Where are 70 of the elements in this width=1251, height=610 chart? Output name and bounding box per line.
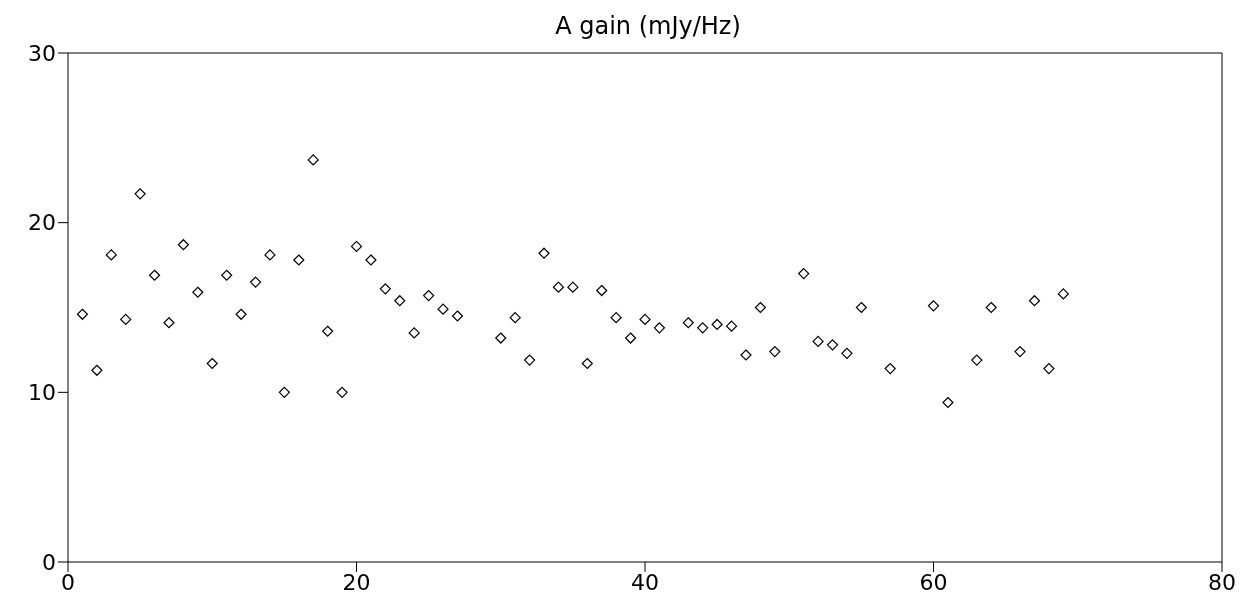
point [221, 269, 233, 281]
point [177, 239, 189, 251]
x-tick-label: 40 [631, 569, 659, 595]
point [365, 254, 377, 266]
point [249, 276, 262, 288]
point [437, 303, 449, 315]
point [971, 354, 983, 366]
point [985, 301, 997, 314]
point [725, 320, 738, 332]
point [740, 349, 752, 361]
point [610, 312, 622, 324]
x-tick-label: 80 [1208, 569, 1236, 595]
point [120, 313, 132, 325]
x-tick-label: 60 [919, 569, 948, 595]
point [769, 346, 781, 358]
point [423, 290, 435, 302]
point [336, 386, 348, 398]
point [567, 281, 579, 293]
point [322, 325, 334, 337]
y-tick-label: 10 [28, 380, 56, 406]
point [596, 284, 608, 297]
point [841, 347, 853, 359]
point [1014, 346, 1026, 358]
point [307, 154, 319, 166]
y-tick-label: 0 [42, 549, 56, 575]
point [538, 247, 550, 259]
point [1057, 288, 1069, 300]
x-tick-label: 20 [342, 569, 371, 595]
chart-title: A gain (mJy/Hz) [555, 12, 741, 40]
point [524, 354, 536, 366]
point [105, 249, 117, 261]
point [293, 254, 305, 266]
point [278, 386, 290, 398]
point [1043, 362, 1055, 375]
point [855, 301, 867, 314]
point [451, 310, 464, 322]
point [697, 322, 709, 334]
point [942, 396, 954, 409]
point [509, 312, 521, 324]
point [495, 332, 507, 344]
point [350, 240, 363, 253]
point [812, 335, 824, 348]
point [394, 295, 406, 307]
point [653, 322, 666, 334]
point [76, 308, 89, 320]
point [192, 286, 204, 298]
point [682, 317, 694, 329]
point [884, 362, 896, 375]
point [379, 283, 391, 295]
point [206, 357, 218, 370]
x-tick-label: 0 [61, 569, 75, 595]
point [754, 301, 766, 314]
point [826, 339, 839, 351]
point [624, 332, 637, 344]
point [235, 308, 247, 320]
y-tick-label: 20 [28, 210, 56, 236]
point [264, 249, 276, 261]
y-tick-label: 30 [28, 40, 56, 66]
point [91, 364, 103, 376]
point [581, 357, 593, 370]
point [639, 313, 651, 325]
point [408, 327, 420, 339]
point [927, 300, 940, 312]
point [148, 269, 161, 281]
point [552, 281, 565, 293]
point [711, 318, 723, 331]
point [1028, 295, 1041, 307]
point [134, 188, 146, 200]
point [163, 317, 175, 329]
point [798, 267, 810, 280]
